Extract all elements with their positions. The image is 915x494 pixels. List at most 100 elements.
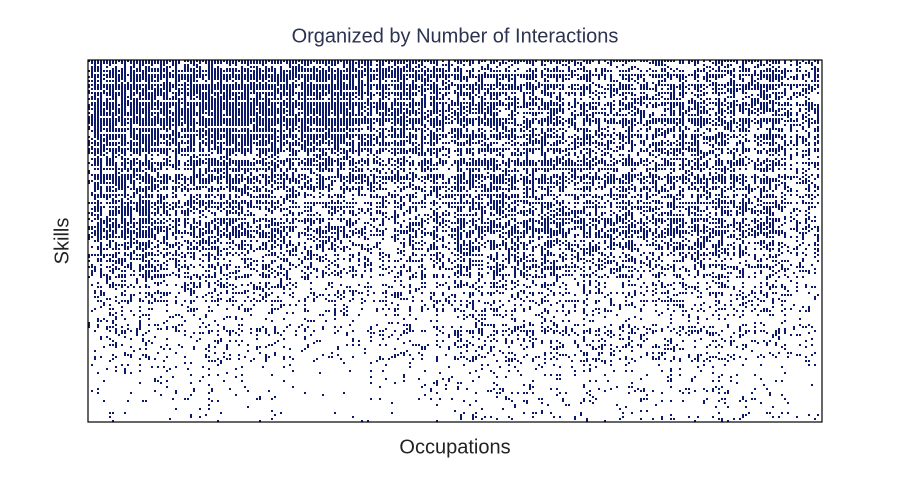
- cell: [199, 98, 201, 100]
- cell: [409, 90, 411, 92]
- cell: [385, 60, 387, 62]
- cell: [346, 120, 348, 122]
- cell: [565, 92, 567, 94]
- cell: [637, 98, 639, 100]
- cell: [133, 110, 135, 112]
- cell: [754, 98, 756, 100]
- cell: [511, 114, 513, 116]
- cell: [754, 100, 756, 102]
- cell: [214, 98, 216, 100]
- cell: [442, 60, 444, 62]
- cell: [742, 104, 744, 106]
- cell: [208, 96, 210, 98]
- cell: [358, 72, 360, 74]
- cell: [439, 114, 441, 116]
- cell: [340, 112, 342, 114]
- cell: [466, 110, 468, 112]
- cell: [163, 68, 165, 70]
- cell: [244, 114, 246, 116]
- cell: [172, 112, 174, 114]
- cell: [370, 92, 372, 94]
- cell: [595, 68, 597, 70]
- cell: [199, 118, 201, 120]
- cell: [424, 98, 426, 100]
- cell: [223, 118, 225, 120]
- cell: [139, 96, 141, 98]
- cell: [550, 122, 552, 124]
- cell: [88, 104, 90, 106]
- cell: [634, 100, 636, 102]
- cell: [715, 86, 717, 88]
- cell: [235, 120, 237, 122]
- cell: [88, 122, 90, 124]
- cell: [178, 112, 180, 114]
- cell: [202, 108, 204, 110]
- cell: [193, 112, 195, 114]
- cell: [361, 62, 363, 64]
- cell: [550, 74, 552, 76]
- cell: [412, 60, 414, 62]
- cell: [775, 98, 777, 100]
- cell: [142, 90, 144, 92]
- cell: [352, 62, 354, 64]
- cell: [571, 70, 573, 72]
- cell: [586, 86, 588, 88]
- cell: [547, 60, 549, 62]
- cell: [505, 62, 507, 64]
- cell: [145, 112, 147, 114]
- cell: [103, 90, 105, 92]
- cell: [289, 72, 291, 74]
- cell: [697, 84, 699, 86]
- cell: [283, 76, 285, 78]
- cell: [763, 70, 765, 72]
- cell: [304, 110, 306, 112]
- cell: [550, 62, 552, 64]
- cell: [403, 116, 405, 118]
- cell: [322, 78, 324, 80]
- cell: [358, 84, 360, 86]
- cell: [730, 106, 732, 108]
- cell: [400, 102, 402, 104]
- cell: [292, 106, 294, 108]
- cell: [343, 118, 345, 120]
- cell: [97, 76, 99, 78]
- cell: [286, 104, 288, 106]
- cell: [271, 112, 273, 114]
- cell: [475, 94, 477, 96]
- cell: [562, 84, 564, 86]
- cell: [310, 118, 312, 120]
- cell: [211, 112, 213, 114]
- cell: [421, 106, 423, 108]
- cell: [463, 116, 465, 118]
- cell: [100, 86, 102, 88]
- cell: [310, 106, 312, 108]
- cell: [580, 108, 582, 110]
- cell: [715, 64, 717, 66]
- cell: [256, 116, 258, 118]
- cell: [538, 108, 540, 110]
- cell: [382, 112, 384, 114]
- cell: [799, 84, 801, 86]
- cell: [379, 84, 381, 86]
- cell: [118, 110, 120, 112]
- cell: [514, 76, 516, 78]
- cell: [166, 66, 168, 68]
- cell: [394, 112, 396, 114]
- cell: [211, 70, 213, 72]
- cell: [715, 114, 717, 116]
- cell: [196, 76, 198, 78]
- cell: [283, 84, 285, 86]
- cell: [553, 102, 555, 104]
- cell: [124, 108, 126, 110]
- cell: [139, 106, 141, 108]
- cell: [193, 86, 195, 88]
- cell: [559, 88, 561, 90]
- cell: [784, 60, 786, 62]
- cell: [757, 98, 759, 100]
- cell: [172, 76, 174, 78]
- cell: [256, 72, 258, 74]
- cell: [772, 100, 774, 102]
- cell: [613, 60, 615, 62]
- cell: [457, 114, 459, 116]
- cell: [214, 116, 216, 118]
